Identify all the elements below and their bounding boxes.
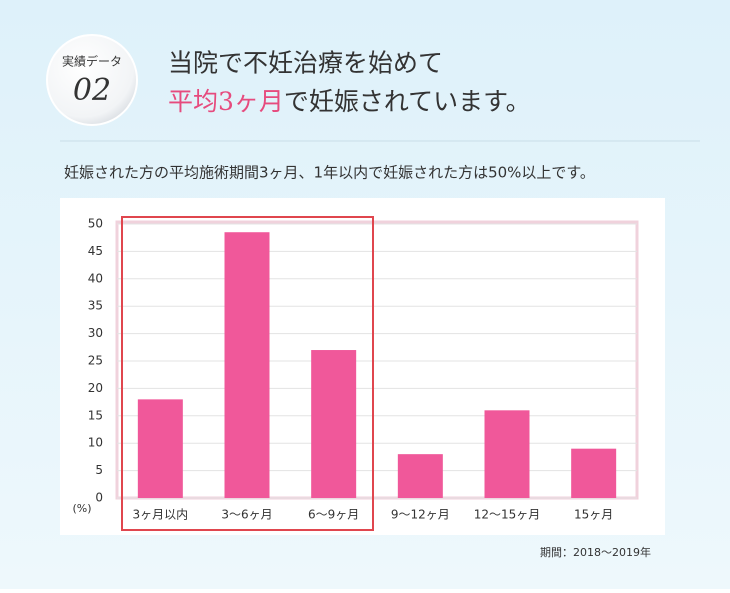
- x-tick-label: 6〜9ヶ月: [308, 508, 359, 522]
- bar: [224, 232, 270, 498]
- y-tick-label: 35: [88, 299, 103, 313]
- bar: [484, 410, 530, 498]
- plot: 0 5 10 15 20 25 30 35 40 45 50 3ヶ月以内 3〜6ヶ月 6〜9ヶ月 9〜12ヶ…: [88, 217, 639, 522]
- y-tick-label: 40: [88, 271, 103, 285]
- y-tick-label: 10: [88, 436, 103, 450]
- bar: [397, 454, 443, 498]
- y-tick-label: 25: [88, 354, 103, 368]
- bar: [137, 399, 183, 498]
- title-line: 当院で不妊治療を始めて: [168, 49, 443, 78]
- y-tick-label: 30: [88, 326, 103, 340]
- title-highlight: 平均3ヶ月: [168, 87, 284, 116]
- y-tick-label: 50: [88, 217, 103, 231]
- highlight-box: [121, 216, 374, 531]
- x-tick-label: 3〜6ヶ月: [221, 508, 272, 522]
- subtitle: 妊娠された方の平均施術期間3ヶ月、1年以内で妊娠された方は50%以上です。: [64, 164, 595, 182]
- x-tick-label: 9〜12ヶ月: [391, 508, 450, 522]
- badge-number: 02: [73, 73, 111, 108]
- y-tick-label: 45: [88, 244, 103, 258]
- x-tick-label: 3ヶ月以内: [133, 508, 189, 522]
- y-tick-label: 0: [95, 491, 103, 505]
- badge: [46, 34, 138, 126]
- x-tick-label: 12〜15ヶ月: [474, 508, 541, 522]
- y-tick-label: 5: [95, 463, 103, 477]
- note: 期間：2018〜2019年: [540, 545, 651, 559]
- bar: [311, 350, 357, 498]
- title-line: 平均3ヶ月で妊娠されています。: [168, 87, 531, 116]
- title-rest: で妊娠されています。: [284, 87, 531, 116]
- bar: [571, 448, 617, 498]
- y-unit: (%): [72, 502, 91, 515]
- y-tick-label: 20: [88, 381, 103, 395]
- badge-label: 実績データ: [62, 54, 122, 69]
- y-tick-label: 15: [88, 408, 103, 422]
- x-tick-label: 15ヶ月: [574, 508, 613, 522]
